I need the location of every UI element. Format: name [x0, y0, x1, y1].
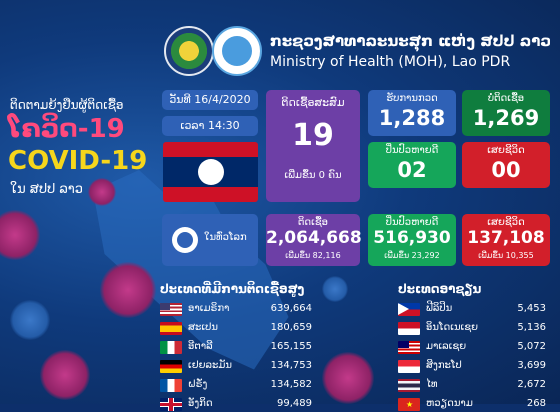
asean-country-row: ຟີລິປິນ 5,453 — [398, 302, 546, 317]
time-badge: ເວລາ 14:30 — [162, 116, 258, 136]
tested-card: ຮັບການກວດ 1,288 — [368, 90, 456, 136]
top-country-row: ເຢຍລະມັນ 134,753 — [160, 359, 312, 374]
asean-country-cases: 5,453 — [517, 303, 546, 314]
uk-flag-icon — [160, 398, 182, 411]
world-cases-label: ຕິດເຊື້ອ — [297, 217, 329, 228]
top-country-cases: 180,659 — [270, 322, 312, 333]
ministry-name-english: Ministry of Health (MOH), Lao PDR — [270, 54, 511, 70]
asean-countries-title: ປະເທດອາຊຽນ — [398, 282, 482, 296]
covid-title-english: COVID-19 — [8, 146, 148, 176]
health-center-logo-icon — [212, 26, 262, 76]
asean-country-row: ★ ຫວຽດນາມ 268 — [398, 397, 546, 412]
top-country-cases: 639,664 — [270, 303, 312, 314]
cumulative-cases-card: ຕິດເຊື້ອສະສົມ 19 ເພີ່ມຂຶ້ນ 0 ຄົນ — [266, 90, 360, 202]
asean-country-cases: 2,672 — [517, 379, 546, 390]
world-deaths-label: ເສຍຊີວິດ — [487, 217, 525, 228]
cumulative-cases-increase: ເພີ່ມຂຶ້ນ 0 ຄົນ — [284, 170, 342, 181]
negative-label: ບໍ່ຕິດເຊື້ອ — [487, 93, 525, 104]
asean-country-row: ອິນໂດເນເຊຍ 5,136 — [398, 321, 546, 336]
malaysia-flag-icon — [398, 341, 420, 354]
tested-value: 1,288 — [378, 106, 446, 130]
world-recovered-increase: ເພີ່ມຂຶ້ນ 23,292 — [384, 251, 440, 260]
recovered-value: 02 — [397, 158, 427, 182]
asean-country-cases: 3,699 — [517, 360, 546, 371]
worldwide-card: ໃນທົ່ວໂລກ — [162, 214, 258, 266]
asean-country-name: ສິງກະໂປ — [426, 360, 462, 371]
recovered-label: ປິ່ນປົວຫາຍດີ — [385, 145, 439, 156]
world-cases-increase: ເພີ່ມຂຶ້ນ 82,116 — [285, 251, 341, 260]
asean-country-name: ມາເລເຊຍ — [426, 341, 467, 352]
top-country-name: ຝຣັ່ງ — [188, 379, 208, 390]
asean-country-row: ມາເລເຊຍ 5,072 — [398, 340, 546, 355]
asean-country-name: ໄທ — [426, 379, 438, 390]
top-country-cases: 134,582 — [270, 379, 312, 390]
deaths-label: ເສຍຊີວິດ — [487, 145, 525, 156]
asean-country-name: ອິນໂດເນເຊຍ — [426, 322, 479, 333]
italy-flag-icon — [160, 341, 182, 354]
virus-decoration — [100, 262, 156, 318]
spain-flag-icon — [160, 322, 182, 335]
top-country-name: ເຢຍລະມັນ — [188, 360, 232, 371]
globe-icon — [172, 227, 198, 253]
recovered-card: ປິ່ນປົວຫາຍດີ 02 — [368, 142, 456, 188]
singapore-flag-icon — [398, 360, 420, 373]
virus-decoration — [322, 352, 374, 404]
top-country-row: ອັງກິດ 99,489 — [160, 397, 312, 412]
cumulative-cases-label: ຕິດເຊື້ອສະສົມ — [281, 96, 345, 109]
asean-country-cases: 5,136 — [517, 322, 546, 333]
virus-decoration — [322, 276, 348, 302]
top-country-name: ອີຕາລີ — [188, 341, 213, 352]
world-recovered-label: ປິ່ນປົວຫາຍດີ — [385, 217, 439, 228]
world-recovered-card: ປິ່ນປົວຫາຍດີ 516,930 ເພີ່ມຂຶ້ນ 23,292 — [368, 214, 456, 266]
moh-emblem-icon — [164, 26, 214, 76]
country-subtitle: ໃນ ສປປ ລາວ — [10, 182, 84, 197]
usa-flag-icon — [160, 303, 182, 316]
virus-decoration — [0, 210, 40, 260]
deaths-value: 00 — [491, 158, 521, 182]
top-country-row: ຝຣັ່ງ 134,582 — [160, 378, 312, 393]
top-country-name: ສະເປນ — [188, 322, 218, 333]
top-country-row: ສະເປນ 180,659 — [160, 321, 312, 336]
world-deaths-card: ເສຍຊີວິດ 137,108 ເພີ່ມຂຶ້ນ 10,355 — [462, 214, 550, 266]
negative-value: 1,269 — [472, 106, 540, 130]
thailand-flag-icon — [398, 379, 420, 392]
world-recovered-value: 516,930 — [373, 228, 451, 248]
virus-decoration — [10, 300, 50, 340]
france-flag-icon — [160, 379, 182, 392]
top-country-cases: 165,155 — [270, 341, 312, 352]
top-countries-title: ປະເທດທີ່ມີການຕິດເຊື້ອສູງ — [160, 282, 305, 296]
world-deaths-value: 137,108 — [467, 228, 545, 248]
top-country-name: ອາເມຣິກາ — [188, 303, 230, 314]
philippines-flag-icon — [398, 303, 420, 316]
indonesia-flag-icon — [398, 322, 420, 335]
laos-flag-icon — [163, 142, 258, 202]
top-country-row: ອາເມຣິກາ 639,664 — [160, 302, 312, 317]
asean-country-row: ໄທ 2,672 — [398, 378, 546, 393]
germany-flag-icon — [160, 360, 182, 373]
top-country-cases: 134,753 — [270, 360, 312, 371]
vietnam-flag-icon: ★ — [398, 398, 420, 411]
world-cases-value: 2,064,668 — [266, 228, 362, 248]
world-deaths-increase: ເພີ່ມຂຶ້ນ 10,355 — [478, 251, 534, 260]
virus-decoration — [88, 178, 116, 206]
negative-card: ບໍ່ຕິດເຊື້ອ 1,269 — [462, 90, 550, 136]
asean-country-name: ຟີລິປິນ — [426, 303, 453, 314]
worldwide-label: ໃນທົ່ວໂລກ — [204, 232, 247, 243]
asean-country-row: ສິງກະໂປ 3,699 — [398, 359, 546, 374]
asean-country-cases: 5,072 — [517, 341, 546, 352]
date-badge: ວັນທີ 16/4/2020 — [162, 90, 258, 110]
covid-title-lao: ໂຄວິດ-19 — [8, 114, 125, 144]
deaths-card: ເສຍຊີວິດ 00 — [462, 142, 550, 188]
top-country-row: ອີຕາລີ 165,155 — [160, 340, 312, 355]
cumulative-cases-value: 19 — [292, 118, 334, 153]
ministry-name-lao: ກະຊວງສາທາລະນະສຸກ ແຫ່ງ ສປປ ລາວ — [270, 32, 552, 50]
virus-decoration — [40, 350, 90, 400]
world-cases-card: ຕິດເຊື້ອ 2,064,668 ເພີ່ມຂຶ້ນ 82,116 — [266, 214, 362, 266]
tracking-heading: ຕິດຕາມຍ້ງຢືນຜູ້ຕິດເຊື້ອ — [10, 98, 124, 112]
tested-label: ຮັບການກວດ — [386, 93, 438, 104]
